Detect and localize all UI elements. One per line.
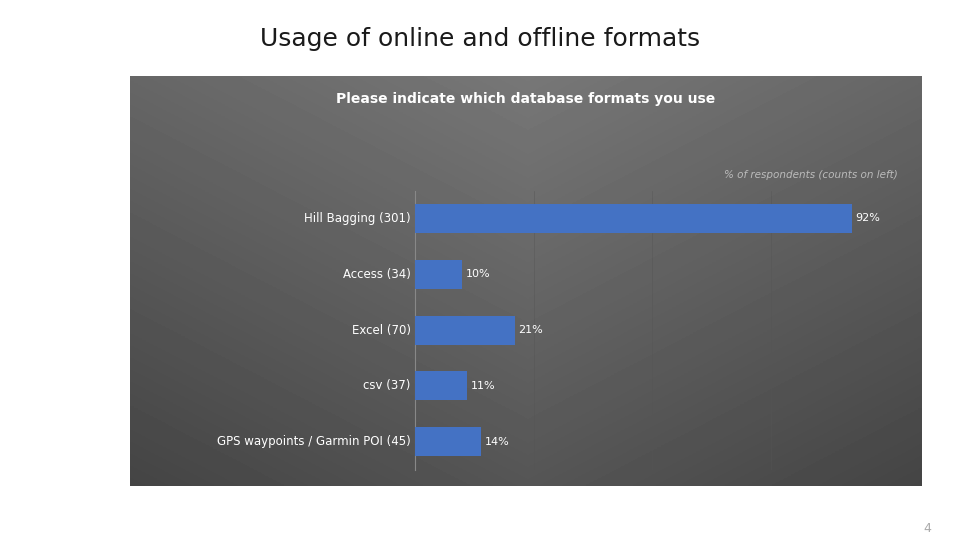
Text: 4: 4 (924, 522, 931, 535)
Text: Please indicate which database formats you use: Please indicate which database formats y… (336, 92, 715, 106)
Text: GPS waypoints / Garmin POI (45): GPS waypoints / Garmin POI (45) (217, 435, 411, 448)
Text: csv (37): csv (37) (364, 380, 411, 393)
Text: Excel (70): Excel (70) (351, 323, 411, 336)
Bar (415, 315, 515, 345)
Text: 21%: 21% (518, 325, 543, 335)
Bar (415, 260, 462, 289)
Bar (415, 204, 852, 233)
Bar (415, 427, 481, 456)
Text: Hill Bagging (301): Hill Bagging (301) (304, 212, 411, 225)
Text: % of respondents (counts on left): % of respondents (counts on left) (724, 170, 898, 180)
Bar (415, 372, 467, 400)
Text: 10%: 10% (466, 269, 491, 279)
Text: 92%: 92% (855, 213, 880, 224)
Text: Access (34): Access (34) (343, 268, 411, 281)
Text: Usage of online and offline formats: Usage of online and offline formats (260, 27, 700, 51)
Text: 11%: 11% (470, 381, 495, 391)
Text: 14%: 14% (485, 437, 510, 447)
